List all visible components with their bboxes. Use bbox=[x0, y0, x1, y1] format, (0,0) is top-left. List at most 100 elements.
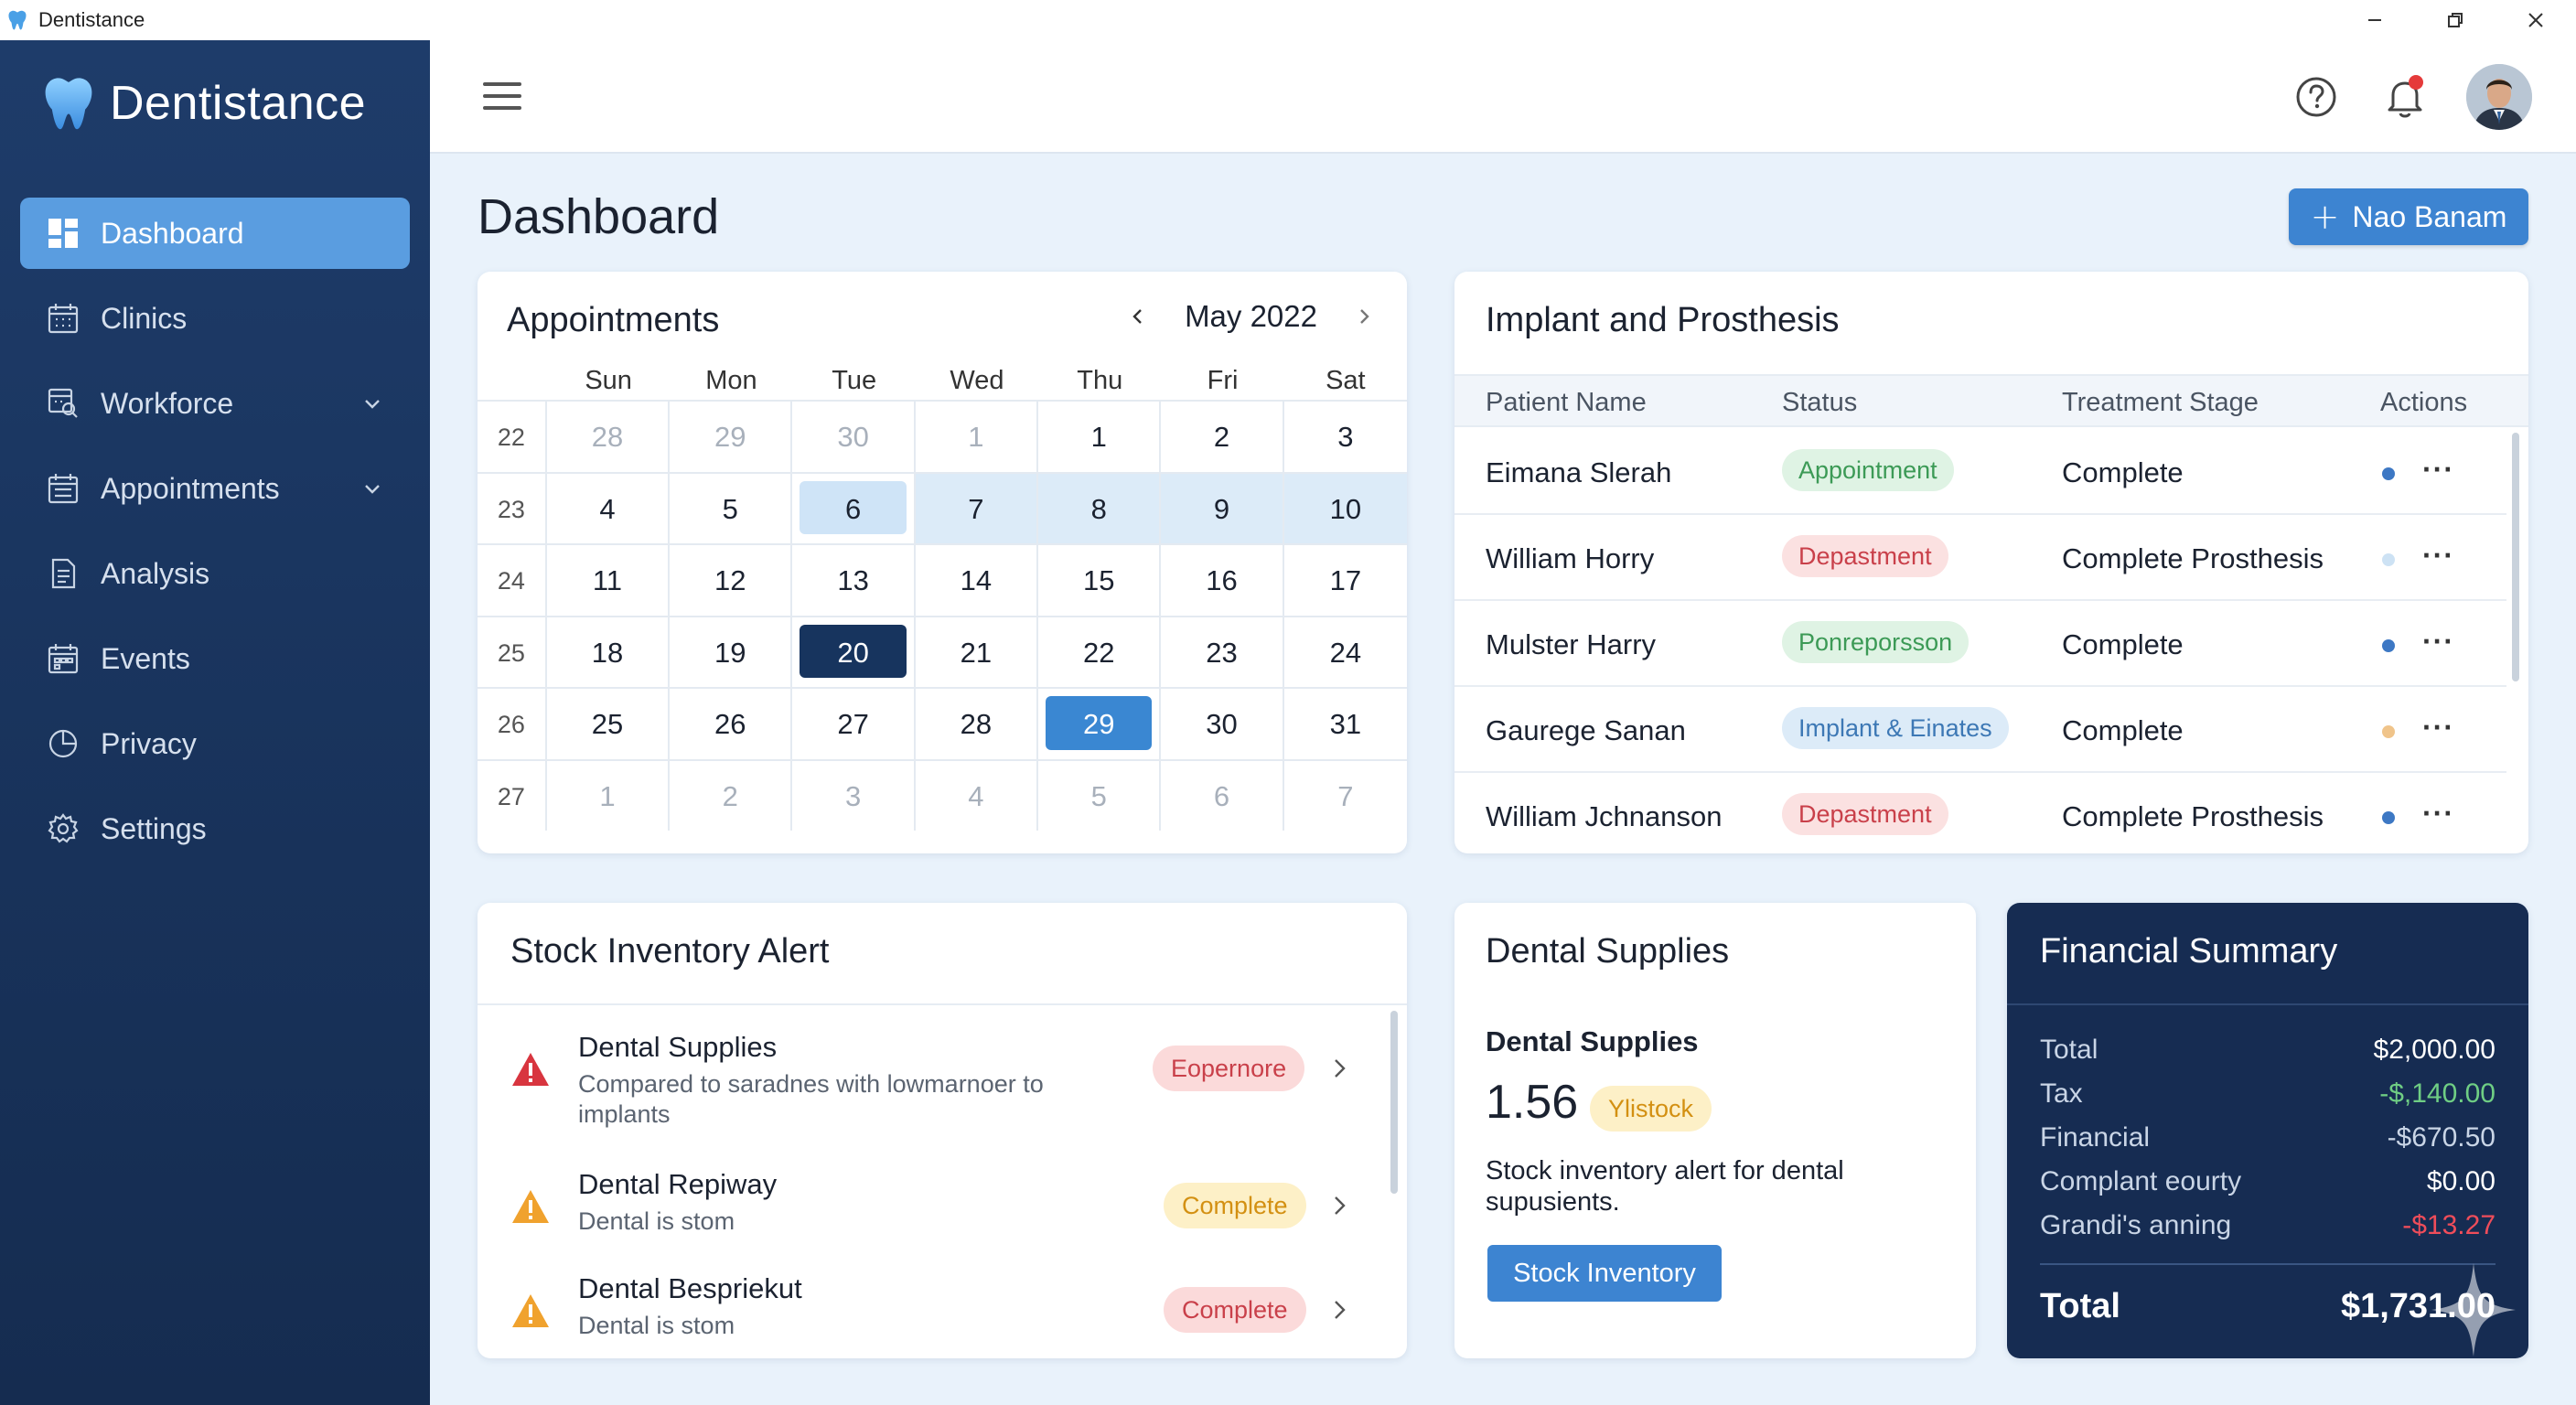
calendar-day[interactable]: 27 bbox=[792, 689, 916, 759]
finance-title: Financial Summary bbox=[2040, 932, 2338, 971]
chevron-right-icon[interactable] bbox=[1326, 1192, 1354, 1219]
table-row[interactable]: Mulster Harry Ponreporsson Complete ··· bbox=[1454, 601, 2506, 687]
appointments-card: Appointments May 2022 Sun Mon Tue Wed Th… bbox=[478, 272, 1407, 853]
calendar-day[interactable]: 3 bbox=[1337, 421, 1354, 453]
sidebar-item-appointments[interactable]: Appointments bbox=[20, 453, 410, 524]
menu-icon[interactable] bbox=[483, 82, 521, 113]
week-number: 23 bbox=[478, 473, 547, 543]
calendar-day[interactable]: 13 bbox=[792, 545, 916, 616]
sidebar-item-events[interactable]: Events bbox=[20, 623, 410, 694]
calendar-day[interactable]: 24 bbox=[1329, 636, 1362, 669]
workforce-icon bbox=[46, 386, 80, 421]
more-actions-icon[interactable]: ··· bbox=[2422, 711, 2454, 744]
finance-total-label: Total bbox=[2040, 1287, 2120, 1325]
calendar-day[interactable]: 1 bbox=[547, 760, 671, 831]
calendar-day[interactable]: 16 bbox=[1161, 545, 1284, 616]
calendar-day[interactable]: 28 bbox=[547, 402, 671, 472]
sidebar-item-workforce[interactable]: Workforce bbox=[20, 368, 410, 439]
calendar-day[interactable]: 5 bbox=[670, 473, 793, 543]
calendar-day-in-range[interactable]: 8 bbox=[1038, 473, 1162, 543]
calendar-day[interactable]: 2 bbox=[670, 760, 793, 831]
brand[interactable]: Dentistance bbox=[38, 73, 366, 134]
chevron-right-icon[interactable] bbox=[1326, 1055, 1354, 1082]
calendar-day[interactable]: 2 bbox=[1161, 402, 1284, 472]
calendar-day[interactable]: 15 bbox=[1038, 545, 1162, 616]
sidebar-item-settings[interactable]: Settings bbox=[20, 793, 410, 864]
calendar-day[interactable]: 21 bbox=[916, 617, 1039, 687]
sidebar-item-analysis[interactable]: Analysis bbox=[20, 538, 410, 609]
calendar-day-in-range[interactable]: 7 bbox=[915, 473, 1039, 543]
table-scrollbar[interactable] bbox=[2512, 433, 2519, 681]
calendar-day[interactable]: 5 bbox=[1038, 760, 1162, 831]
calendar-day[interactable]: 12 bbox=[670, 545, 793, 616]
table-row[interactable]: William Jchnanson Depastment Complete Pr… bbox=[1454, 773, 2506, 853]
column-header-stage[interactable]: Treatment Stage bbox=[2062, 388, 2259, 417]
calendar-day[interactable]: 6 bbox=[1161, 760, 1284, 831]
table-row[interactable]: William Horry Depastment Complete Prosth… bbox=[1454, 515, 2506, 601]
calendar-day[interactable]: 30 bbox=[792, 402, 916, 472]
table-row[interactable]: Gaurege Sanan Implant & Einates Complete… bbox=[1454, 687, 2506, 773]
stock-inventory-button[interactable]: Stock Inventory bbox=[1487, 1245, 1722, 1302]
close-button[interactable] bbox=[2496, 0, 2576, 40]
status-dot bbox=[2382, 639, 2395, 652]
calendar-day-selected[interactable]: 20 bbox=[792, 617, 916, 687]
calendar-day[interactable]: 25 bbox=[547, 689, 671, 759]
sidebar-item-privacy[interactable]: Privacy bbox=[20, 708, 410, 779]
chevron-down-icon[interactable] bbox=[360, 477, 384, 500]
more-actions-icon[interactable]: ··· bbox=[2422, 797, 2454, 830]
calendar-day[interactable]: 1 bbox=[1038, 402, 1162, 472]
calendar-day[interactable]: 18 bbox=[547, 617, 671, 687]
calendar-day-range-start[interactable]: 6 bbox=[792, 473, 916, 543]
more-actions-icon[interactable]: ··· bbox=[2422, 625, 2454, 658]
alert-title: Dental Supplies bbox=[578, 1031, 778, 1063]
calendar-day[interactable]: 23 bbox=[1161, 617, 1284, 687]
calendar-day[interactable]: 4 bbox=[916, 760, 1039, 831]
calendar-day[interactable]: 26 bbox=[670, 689, 793, 759]
bell-icon[interactable] bbox=[2382, 73, 2428, 121]
more-actions-icon[interactable]: ··· bbox=[2422, 453, 2454, 486]
chevron-right-icon[interactable] bbox=[1326, 1296, 1354, 1324]
calendar-day[interactable]: 17 bbox=[1329, 564, 1362, 596]
minimize-button[interactable] bbox=[2334, 0, 2415, 40]
sidebar-item-label: Events bbox=[101, 641, 190, 675]
calendar-day[interactable]: 31 bbox=[1329, 708, 1362, 740]
calendar-day[interactable]: 11 bbox=[547, 545, 671, 616]
divider bbox=[478, 1003, 1407, 1005]
calendar-day-in-range[interactable]: 10 bbox=[1283, 473, 1407, 543]
status-badge: Implant & Einates bbox=[1782, 707, 2009, 749]
calendar-day[interactable]: 3 bbox=[792, 760, 916, 831]
calendar-day[interactable]: 30 bbox=[1161, 689, 1284, 759]
implant-prosthesis-card: Implant and Prosthesis Patient Name Stat… bbox=[1454, 272, 2528, 853]
column-header-status[interactable]: Status bbox=[1782, 388, 1858, 417]
calendar-day[interactable]: 14 bbox=[916, 545, 1039, 616]
calendar-day[interactable]: 1 bbox=[916, 402, 1039, 472]
avatar[interactable] bbox=[2466, 64, 2532, 130]
prev-month-button[interactable] bbox=[1122, 301, 1154, 332]
calendar-day-today[interactable]: 29 bbox=[1038, 689, 1162, 759]
new-button[interactable]: + Nao Banam bbox=[2289, 188, 2528, 245]
treatment-stage: Complete bbox=[2062, 456, 2184, 488]
help-icon[interactable] bbox=[2294, 75, 2338, 119]
sidebar-item-dashboard[interactable]: Dashboard bbox=[20, 198, 410, 269]
list-scrollbar[interactable] bbox=[1390, 1011, 1398, 1194]
column-header-patient[interactable]: Patient Name bbox=[1486, 388, 1647, 417]
next-month-button[interactable] bbox=[1348, 301, 1379, 332]
alert-badge: Complete bbox=[1164, 1287, 1306, 1333]
calendar-weekday-header: Sun Mon Tue Wed Thu Fri Sat bbox=[478, 361, 1407, 400]
chevron-down-icon[interactable] bbox=[360, 391, 384, 415]
restore-button[interactable] bbox=[2415, 0, 2496, 40]
calendar-day[interactable]: 7 bbox=[1337, 779, 1354, 812]
sidebar-item-clinics[interactable]: Clinics bbox=[20, 283, 410, 354]
calendar-day[interactable]: 4 bbox=[547, 473, 671, 543]
more-actions-icon[interactable]: ··· bbox=[2422, 539, 2454, 572]
finance-value: -$13.27 bbox=[2402, 1210, 2496, 1240]
calendar-day[interactable]: 28 bbox=[916, 689, 1039, 759]
finance-label: Tax bbox=[2040, 1078, 2083, 1109]
calendar-day-in-range[interactable]: 9 bbox=[1161, 473, 1284, 543]
supplies-title: Dental Supplies bbox=[1486, 932, 1730, 971]
calendar-day[interactable]: 22 bbox=[1038, 617, 1162, 687]
table-row[interactable]: Eimana Slerah Appointment Complete ··· bbox=[1454, 429, 2506, 515]
calendar-day[interactable]: 29 bbox=[670, 402, 793, 472]
calendar-week-row: 25 18 19 20 21 22 23 24 bbox=[478, 615, 1407, 687]
calendar-day[interactable]: 19 bbox=[670, 617, 793, 687]
